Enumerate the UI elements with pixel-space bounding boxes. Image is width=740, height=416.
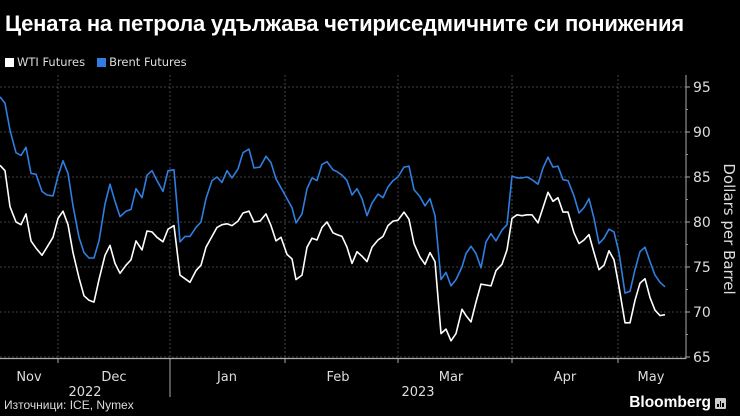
y-tick-label: 90 — [693, 125, 711, 141]
source-note: Източници: ICE, Nymex — [4, 398, 134, 412]
bloomberg-logo: Bloomberg — [629, 394, 726, 412]
wti-swatch-icon — [5, 57, 14, 67]
y-tick-label: 95 — [693, 80, 711, 96]
series-lines — [0, 96, 666, 342]
x-tick-label: May — [638, 370, 665, 385]
x-tick-label: Nov — [16, 370, 42, 385]
x-tick-label: Feb — [326, 370, 349, 385]
y-tick-label: 70 — [693, 305, 711, 321]
legend-label-brent: Brent Futures — [109, 55, 187, 69]
x-tick-label: Jan — [216, 370, 237, 385]
x-tick-label: Apr — [554, 370, 577, 385]
x-tick-label: Dec — [101, 370, 126, 385]
brent-swatch-icon — [97, 57, 107, 67]
y-tick-label: 85 — [693, 170, 711, 186]
chart-title: Цената на петрола удължава четириседмичн… — [5, 11, 684, 36]
brand-text: Bloomberg — [629, 394, 711, 411]
wti-futures-line — [0, 164, 666, 342]
y-axis: 65 70 75 80 85 90 95 — [685, 75, 711, 366]
legend-item-wti: WTI Futures — [5, 55, 85, 69]
chart-legend: WTI Futures Brent Futures — [5, 55, 199, 69]
year-label: 2022 — [68, 385, 101, 400]
x-tick-label: Mar — [439, 370, 464, 385]
brent-futures-line — [0, 96, 666, 294]
x-axis: Nov Dec Jan Feb Mar Apr May 2022 2023 — [0, 357, 686, 400]
y-tick-label: 75 — [693, 260, 711, 276]
y-tick-label: 80 — [693, 215, 711, 231]
legend-item-brent: Brent Futures — [97, 55, 187, 69]
year-label: 2023 — [401, 385, 434, 400]
gridlines — [0, 75, 686, 358]
y-tick-label: 65 — [693, 350, 711, 366]
bloomberg-chart-icon — [715, 397, 726, 409]
y-axis-label: Dollars per Barrel — [720, 163, 738, 294]
legend-label-wti: WTI Futures — [17, 55, 86, 69]
